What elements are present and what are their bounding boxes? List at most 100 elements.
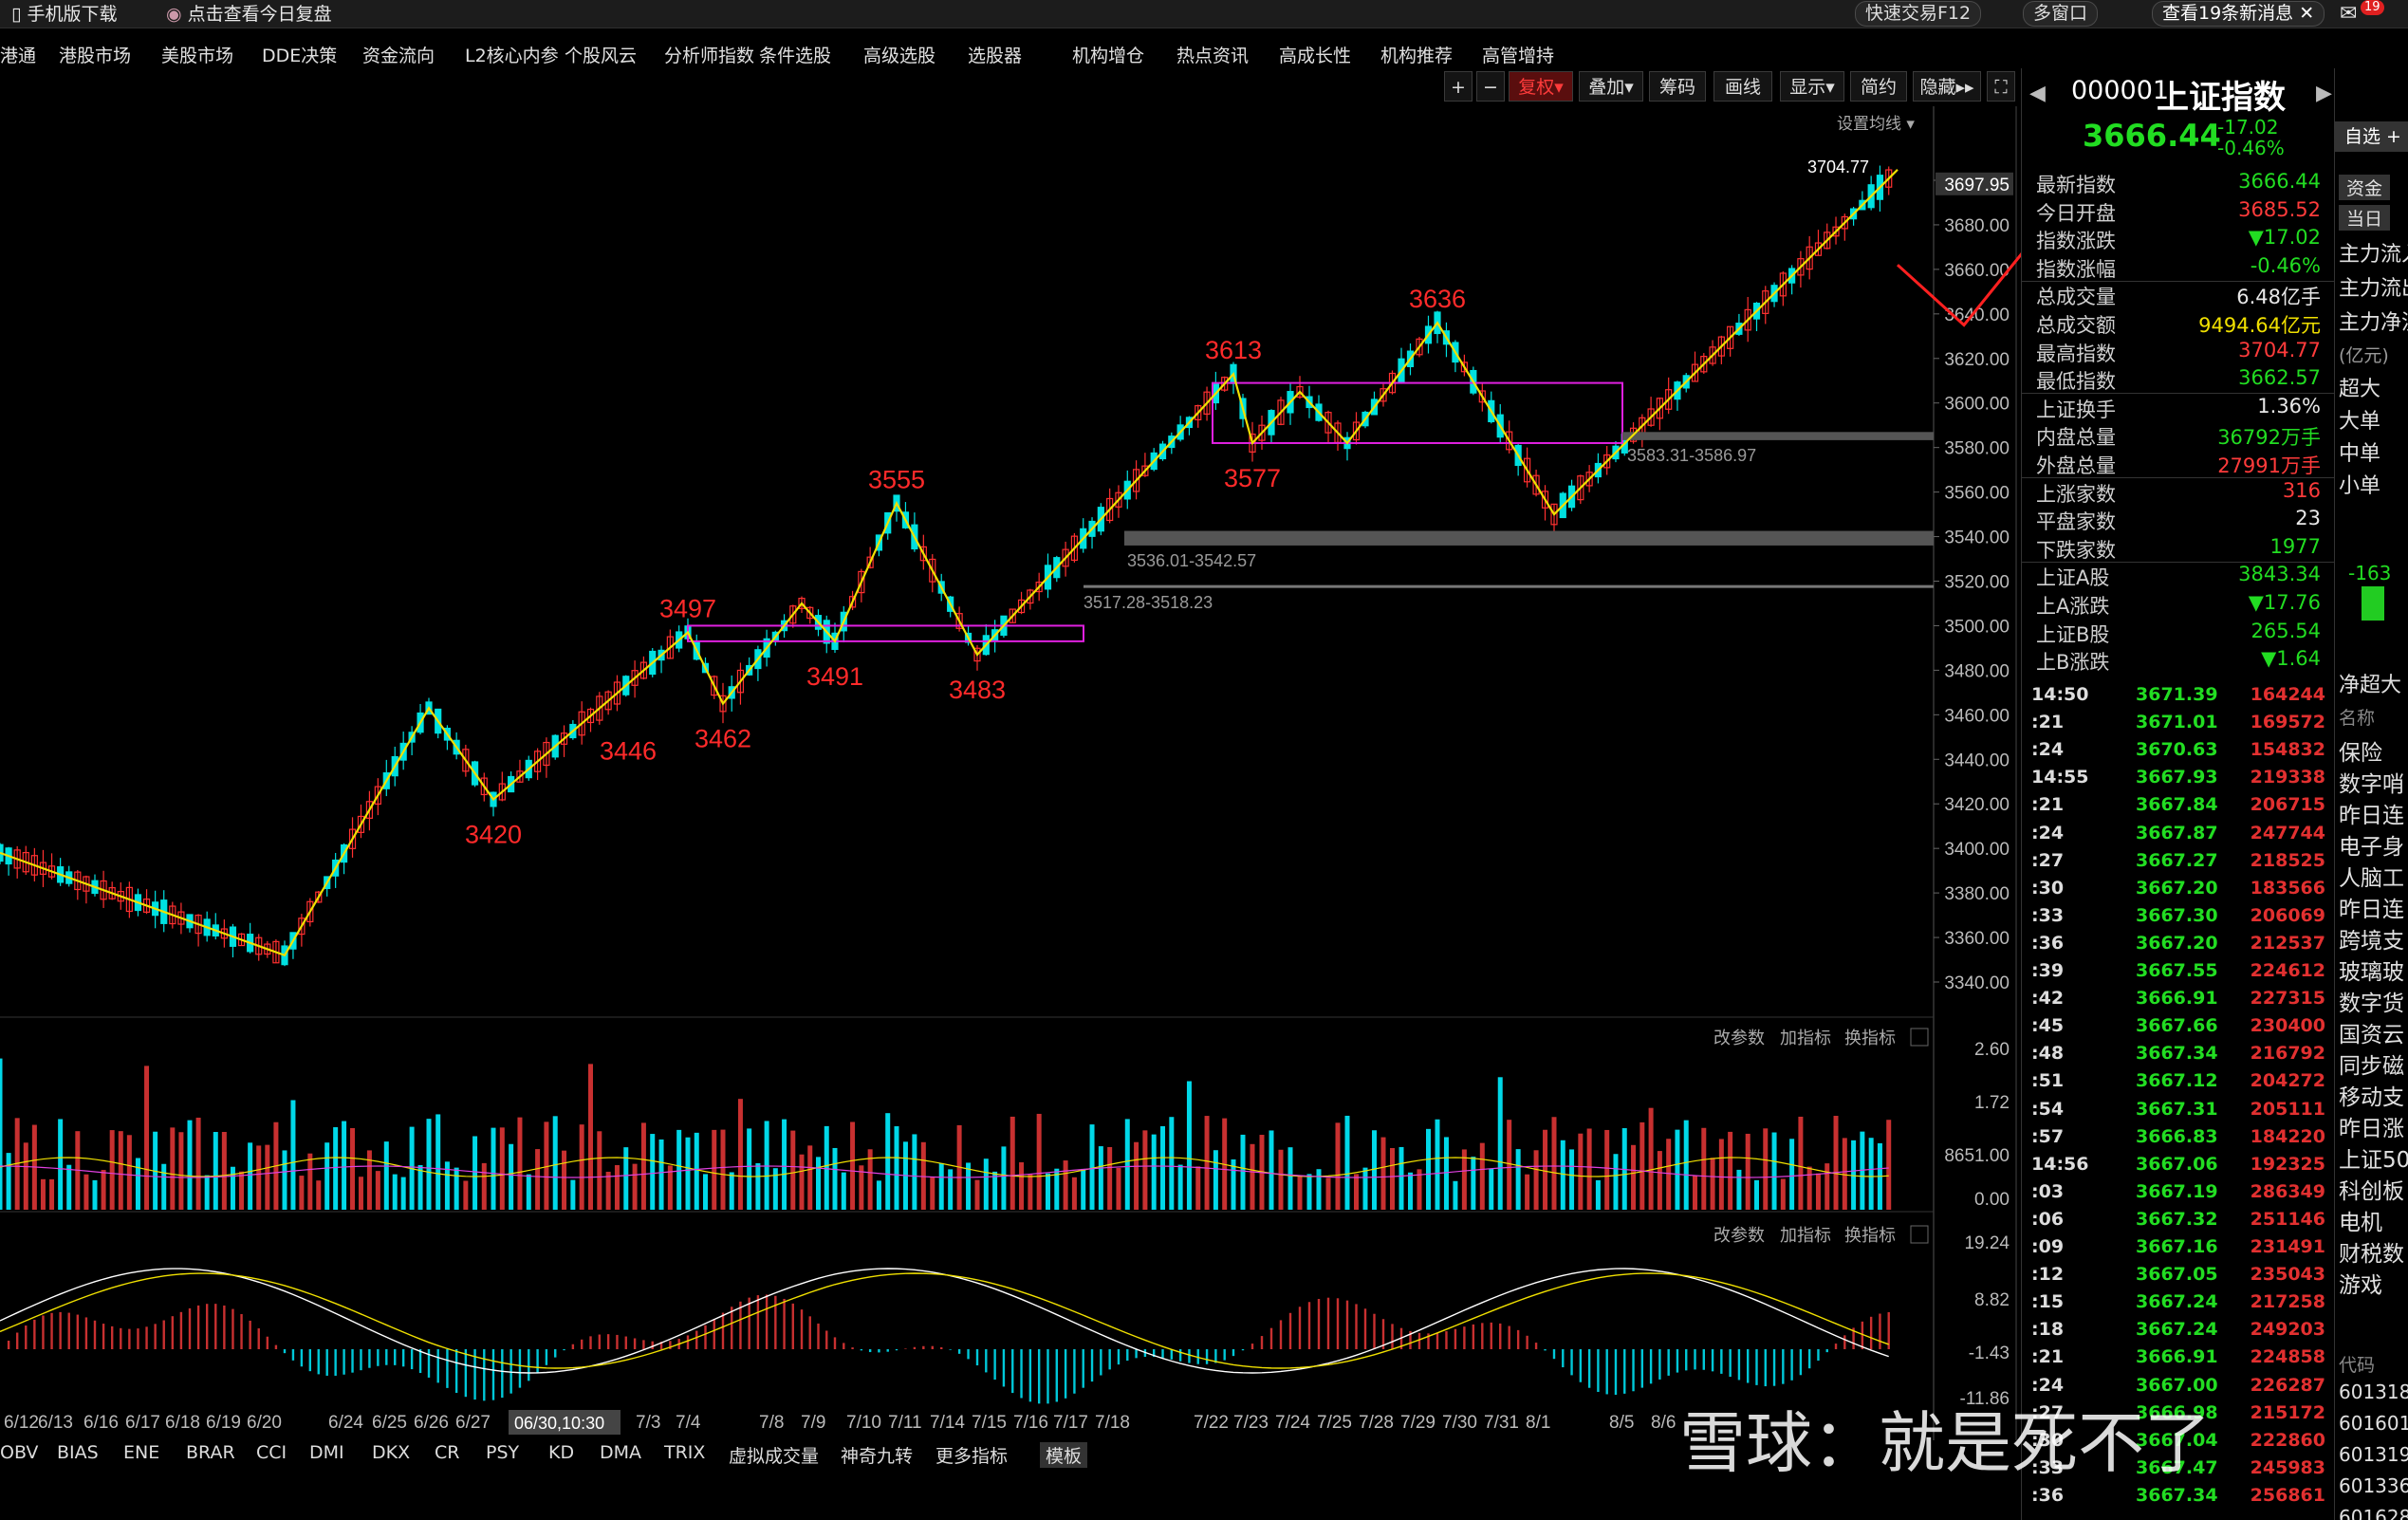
quote-row-value: ▼17.76 [2248,591,2321,614]
sector-item[interactable]: 玻璃玻 [2339,960,2404,985]
tick-volume: 231491 [2250,1236,2325,1257]
sector-item[interactable]: 数字货 [2339,992,2404,1016]
menu-item[interactable]: 选股器 [968,46,1023,66]
sector-item[interactable]: 数字哨 [2339,772,2404,797]
mobile-download-button[interactable]: ▯ 手机版下载 [11,4,118,25]
candle-body [858,570,865,594]
menu-item[interactable]: 高级选股 [863,46,936,66]
sector-item[interactable]: 保险 [2339,741,2382,766]
sector-item[interactable]: 人脑工 [2339,866,2404,891]
xianshi-button[interactable]: 显示▾ [1780,71,1844,102]
set-ma-link[interactable]: 设置均线 ▾ [1837,115,1915,134]
indicator-tab[interactable]: CR [435,1442,460,1463]
indicator-tab[interactable]: DMA [600,1442,642,1463]
mail-icon[interactable]: ✉ [2340,2,2358,26]
fuquan-button[interactable]: 复权▾ [1509,71,1573,102]
indicator-tab[interactable]: 更多指标 [935,1446,1009,1467]
indicator-tab[interactable]: BIAS [57,1442,99,1463]
code-item[interactable]: 601318 [2339,1381,2408,1403]
indicator-tab[interactable]: KD [548,1442,575,1463]
tick-row: 14:55 3667.93 219338 [2031,767,2325,794]
volume-bar [265,1144,270,1210]
price-tick-label: 3660.00 [1944,261,2010,281]
indicator-tab[interactable]: BRAR [186,1442,235,1463]
sector-item[interactable]: 上证50 [2339,1148,2408,1173]
menu-item[interactable]: 分析师指数 [664,46,755,66]
sector-item[interactable]: 昨日涨 [2339,1117,2404,1141]
menu-item[interactable]: 热点资讯 [1176,46,1250,66]
volume-bar [358,1177,363,1210]
indicator-tab[interactable]: DMI [309,1442,344,1463]
add-watchlist-button[interactable]: 自选 + [2335,121,2408,152]
huaxian-button[interactable]: 画线 [1713,71,1772,102]
current-price-box [1936,172,2013,195]
sector-item[interactable]: 财税数 [2339,1242,2404,1267]
prev-arrow-icon[interactable]: ◀ [2029,82,2046,105]
fund-tab[interactable]: 当日 [2339,205,2391,231]
indicator-tab[interactable]: 模板 [1040,1442,1088,1468]
jianyue-button[interactable]: 简约 [1850,71,1907,102]
menu-item[interactable]: 港股市场 [59,46,132,66]
sector-item[interactable]: 移动支 [2339,1085,2404,1110]
sector-item[interactable]: 电机 [2339,1211,2382,1235]
tick-price: 3667.19 [2136,1180,2218,1202]
code-item[interactable]: 601601 [2339,1412,2408,1435]
menu-item[interactable]: 机构增仓 [1072,46,1145,66]
sector-item[interactable]: 国资云 [2339,1023,2404,1047]
menu-item[interactable]: DDE决策 [262,46,338,66]
code-item[interactable]: 601319 [2339,1443,2408,1466]
date-label: 6/25 [372,1413,407,1433]
menu-item[interactable]: 机构推荐 [1380,46,1454,66]
indicator-tab[interactable]: 虚拟成交量 [729,1446,820,1467]
menu-item[interactable]: 高成长性 [1279,46,1352,66]
chouma-button[interactable]: 筹码 [1649,71,1706,102]
tick-row: :09 3667.16 231491 [2031,1236,2325,1264]
menu-item[interactable]: 高管增持 [1482,46,1555,66]
volume-bar [712,1129,717,1210]
sector-item[interactable]: 跨境支 [2339,929,2404,954]
indicator-tab[interactable]: DKX [372,1442,411,1463]
menu-item[interactable]: 个股风云 [565,46,638,66]
diejia-button[interactable]: 叠加▾ [1579,71,1643,102]
multi-window-button[interactable]: 多窗口 [2023,1,2099,27]
chart-area[interactable]: 3340.00 3360.00 3380.00 3400.00 3420.00 3440.… [0,106,2021,1454]
review-today-button[interactable]: ◉ 点击查看今日复盘 [166,4,332,25]
indicator-tab[interactable]: 神奇九转 [841,1446,914,1467]
volume-tick-label: 1.72 [1974,1093,2010,1113]
sector-item[interactable]: 游戏 [2339,1273,2382,1298]
sector-item[interactable]: 昨日连 [2339,804,2404,828]
indicator-tab[interactable]: CCI [256,1442,287,1463]
fullscreen-icon[interactable]: ⛶ [1987,71,2015,102]
zoom-in-button[interactable]: + [1444,71,1473,102]
indicator-tab[interactable]: OBV [0,1442,39,1463]
sector-item[interactable]: 科创板 [2339,1179,2404,1204]
date-label: 7/31 [1484,1413,1519,1433]
next-arrow-icon[interactable]: ▶ [2316,82,2332,105]
menu-item[interactable]: 港通 [0,46,37,66]
volume-bar [1578,1133,1584,1210]
menu-item[interactable]: 美股市场 [161,46,234,66]
yincang-button[interactable]: 隐藏▸▸ [1913,71,1981,102]
candle-body [374,786,381,806]
sector-item[interactable]: 昨日连 [2339,898,2404,922]
code-item[interactable]: 601336 [2339,1474,2408,1497]
sector-item[interactable]: 同步磁 [2339,1054,2404,1079]
indicator-tab[interactable]: TRIX [664,1442,706,1463]
messages-button[interactable]: 查看19条新消息 ✕ [2152,1,2325,27]
wave-label: 3613 [1205,336,1262,364]
indicator-tab[interactable]: ENE [123,1442,160,1463]
code-item[interactable]: 601628 [2339,1506,2408,1520]
quick-trade-button[interactable]: 快速交易F12 [1855,1,1982,27]
zoom-out-button[interactable]: − [1476,71,1505,102]
volume-bar [66,1164,72,1210]
volume-ma-line [0,1165,1889,1178]
fund-tab[interactable]: 资金 [2339,175,2391,200]
candle-body [806,606,814,620]
menu-item[interactable]: 条件选股 [759,46,832,66]
tick-time: :33 [2031,904,2065,926]
menu-item[interactable]: 资金流向 [362,46,435,66]
menu-item[interactable]: L2核心内参 [465,46,559,66]
sector-item[interactable]: 电子身 [2339,835,2404,860]
quote-row: 指数涨幅 -0.46% [2022,254,2335,283]
indicator-tab[interactable]: PSY [486,1442,520,1463]
